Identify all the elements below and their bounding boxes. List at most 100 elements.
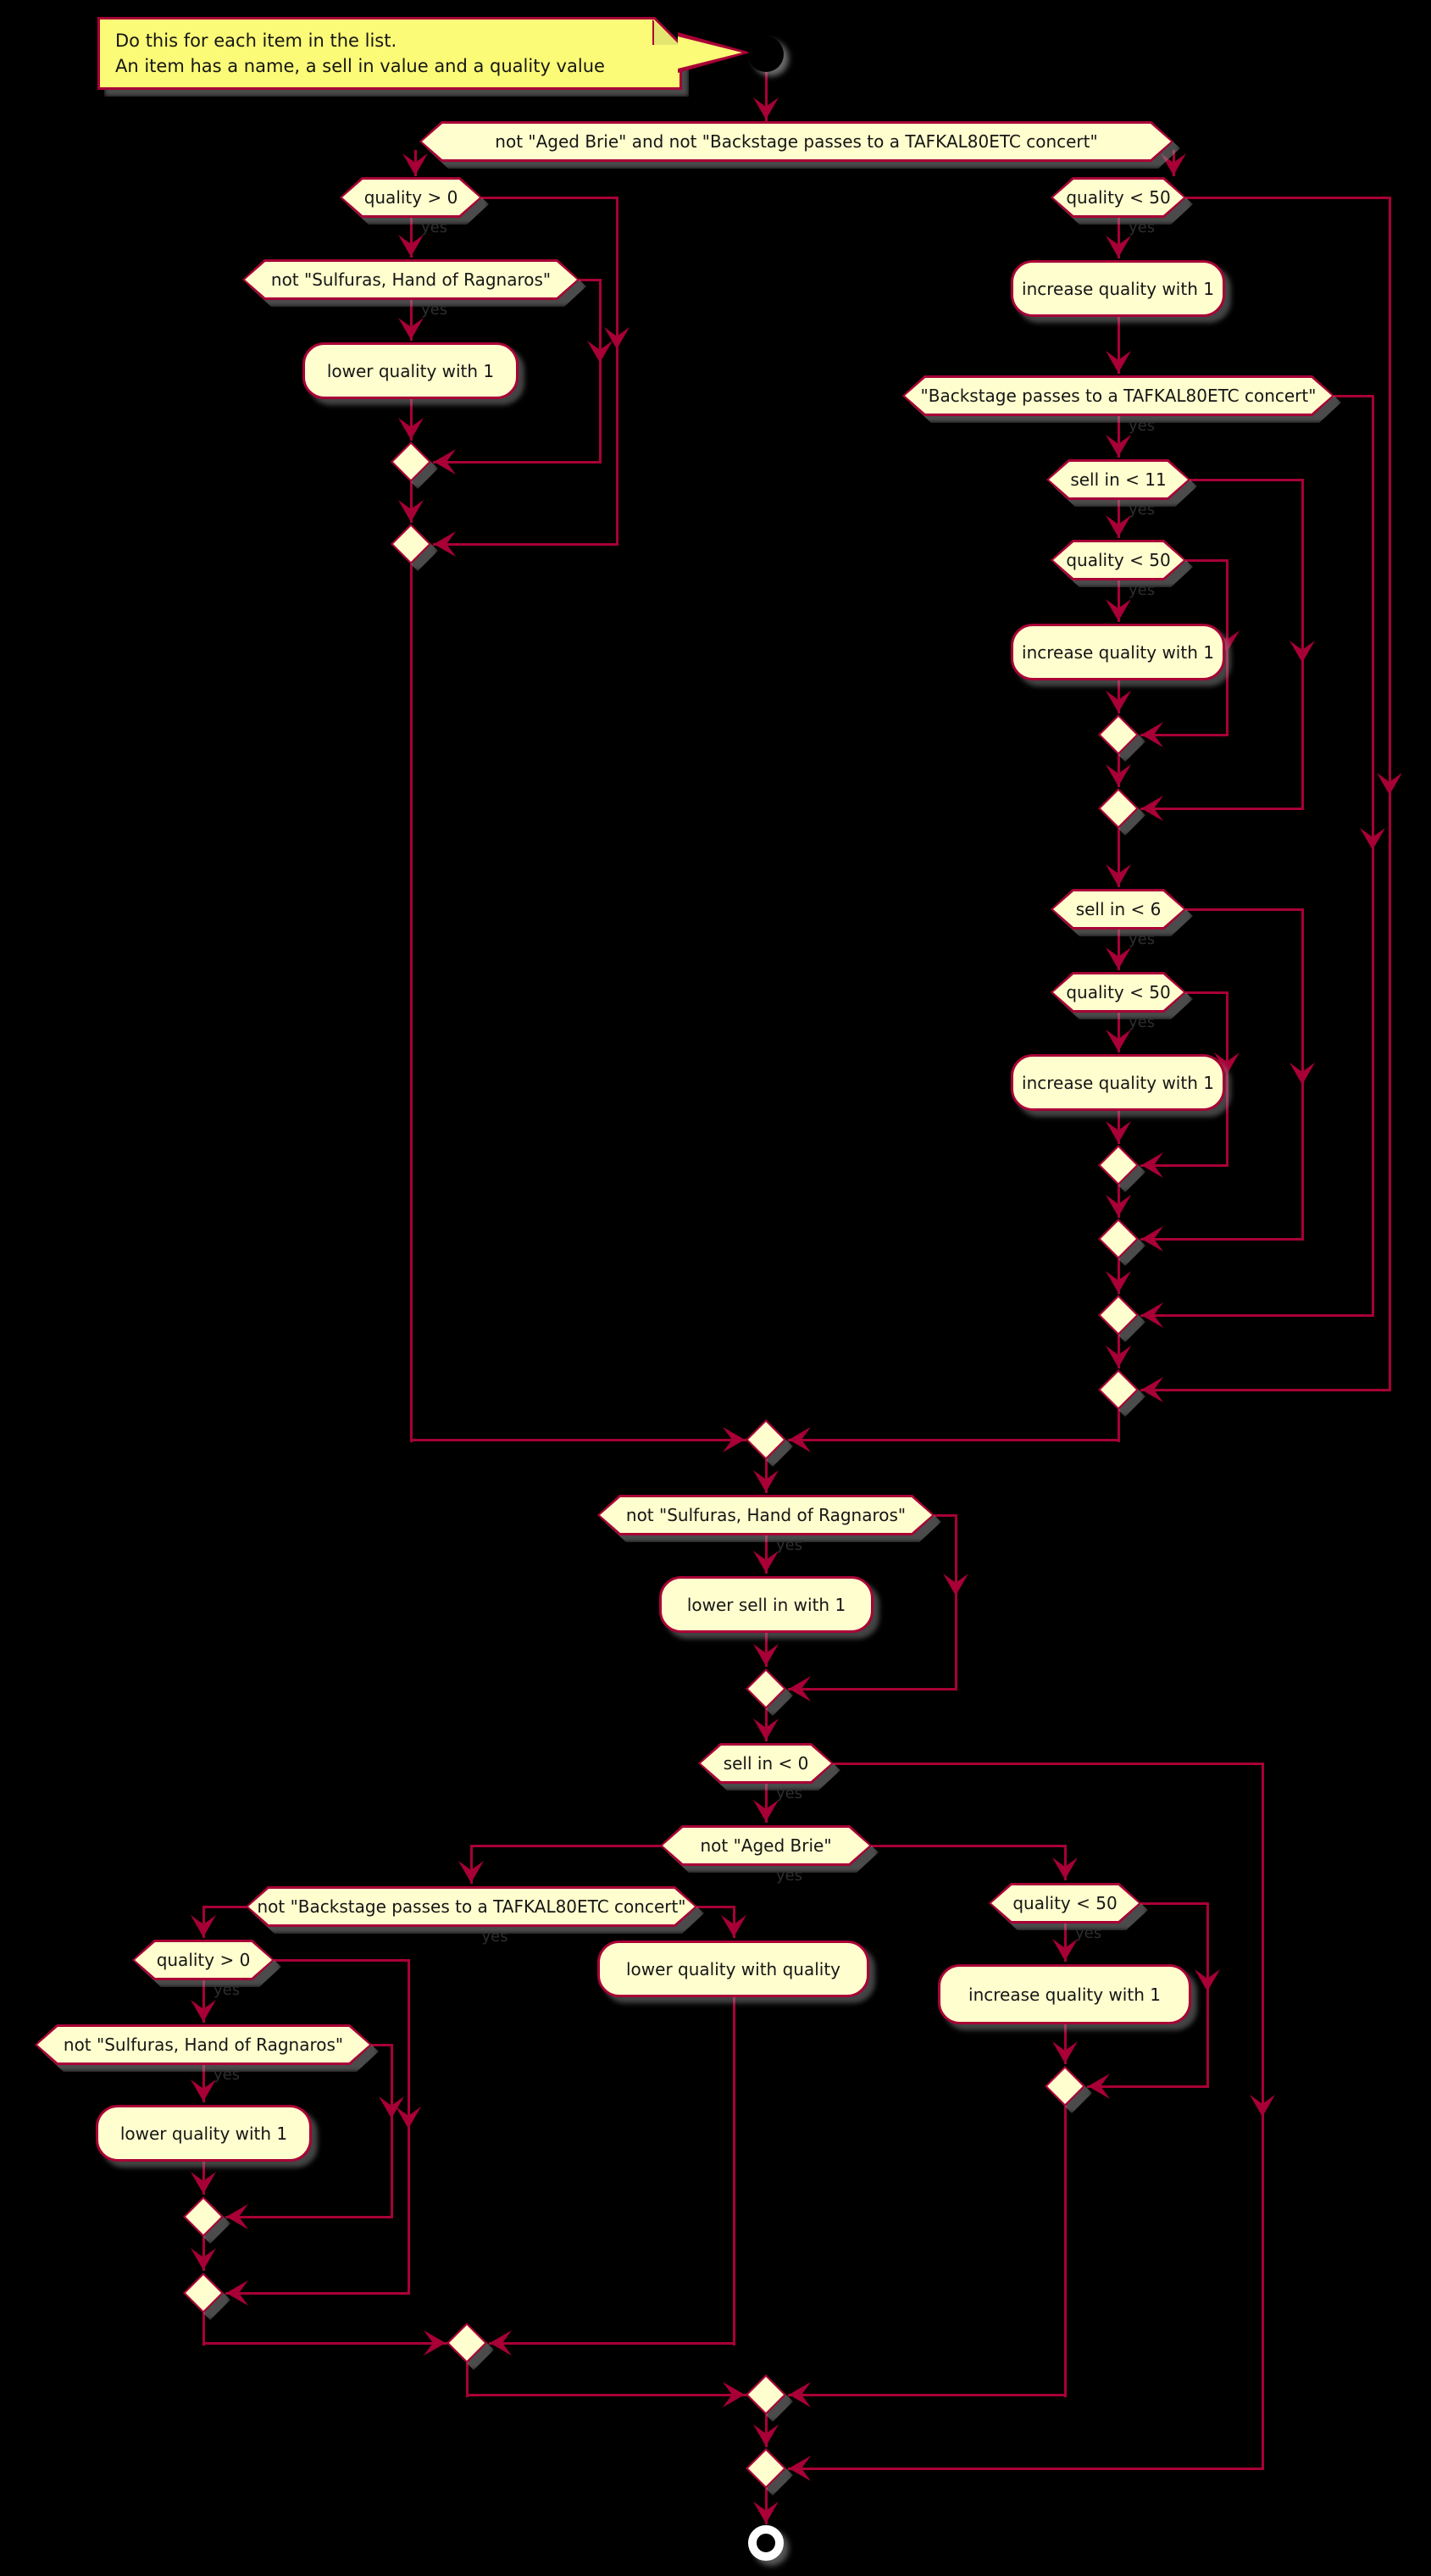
flow-line	[1140, 733, 1229, 736]
flow-line	[432, 460, 602, 464]
decision-quality-lt-50-fill: quality < 50	[1053, 180, 1184, 215]
flow-line	[1371, 394, 1374, 1317]
flow-line	[764, 1632, 768, 1667]
decision-quality-lt-50-2: quality < 50	[1051, 540, 1186, 580]
action-lower-quality-with-1: lower quality with 1	[302, 342, 519, 399]
flow-line	[1189, 478, 1304, 481]
flow-line	[225, 2215, 393, 2218]
flow-line	[432, 542, 618, 546]
merge-diamond-5	[1098, 1145, 1145, 1192]
flow-line	[1184, 558, 1229, 562]
merge-diamond-8	[1098, 1369, 1145, 1417]
flow-line	[1086, 2085, 1209, 2088]
flow-line	[954, 1513, 957, 1690]
note-body: Do this for each item in the list. An it…	[100, 19, 679, 87]
branch-label-yes: yes	[214, 2066, 241, 2084]
branch-label-yes: yes	[214, 1981, 241, 1999]
action-lower-quality-with-quality-label: lower quality with quality	[625, 1958, 841, 1979]
note-line-1: Do this for each item in the list.	[115, 31, 397, 51]
flow-line	[598, 278, 602, 464]
flow-line	[1117, 316, 1120, 374]
flow-line	[409, 562, 413, 1442]
merge-diamond-12	[1045, 2066, 1092, 2113]
decision-sell-in-lt-0-fill: sell in < 0	[701, 1746, 831, 1781]
merge-diamond-13	[446, 2323, 494, 2370]
flow-line	[933, 1513, 957, 1517]
flow-line	[1117, 579, 1120, 622]
decision-backstage-passes-label: "Backstage passes to a TAFKAL80ETC conce…	[920, 386, 1317, 406]
branch-label-yes: yes	[1129, 417, 1156, 435]
flow-line	[202, 2235, 205, 2271]
flow-line	[732, 1996, 735, 2346]
decision-quality-lt-50-4: quality < 50	[989, 1883, 1141, 1924]
decision-backstage-passes: "Backstage passes to a TAFKAL80ETC conce…	[902, 375, 1334, 416]
merge-diamond-center	[746, 1419, 793, 1467]
flow-line	[1063, 1844, 1067, 1880]
action-lower-sell-in-with-1: lower sell in with 1	[659, 1576, 874, 1633]
flow-line	[1117, 680, 1120, 713]
flow-line	[465, 2361, 469, 2397]
action-increase-quality-with-1-3-label: increase quality with 1	[1022, 1072, 1214, 1093]
decision-sell-in-lt-0-label: sell in < 0	[723, 1753, 809, 1774]
flow-line	[409, 480, 413, 523]
flow-line	[615, 196, 618, 546]
decision-quality-lt-50: quality < 50	[1051, 177, 1186, 218]
merge-diamond-15	[746, 2448, 793, 2496]
decision-sell-in-lt-11-label: sell in < 11	[1070, 469, 1167, 490]
flow-line	[787, 2393, 1067, 2396]
flow-line	[787, 1687, 957, 1690]
action-lower-quality-with-1-label: lower quality with 1	[326, 360, 495, 381]
decision-sell-in-lt-0: sell in < 0	[698, 1743, 834, 1784]
flow-line	[370, 2043, 393, 2046]
flow-line	[1117, 1257, 1120, 1294]
decision-not-sulfuras-fill: not "Sulfuras, Hand of Ragnaros"	[245, 262, 577, 297]
branch-label-yes: yes	[481, 1928, 508, 1946]
flow-line	[732, 1905, 735, 1938]
flow-line	[273, 1958, 410, 1962]
flow-line	[1117, 1110, 1120, 1144]
action-lower-quality-with-quality: lower quality with quality	[597, 1940, 869, 1997]
merge-diamond-4	[1098, 788, 1145, 836]
branch-label-yes: yes	[1129, 501, 1156, 519]
action-lower-sell-in-with-1-label: lower sell in with 1	[686, 1594, 846, 1615]
decision-sell-in-lt-11-fill: sell in < 11	[1049, 462, 1188, 497]
note: Do this for each item in the list. An it…	[97, 17, 682, 90]
decision-not-sulfuras-3: not "Sulfuras, Hand of Ragnaros"	[35, 2024, 372, 2065]
flow-line	[409, 398, 413, 441]
flow-line	[202, 1905, 205, 1938]
flow-line	[1140, 1237, 1304, 1241]
flow-line	[202, 1905, 247, 1908]
decision-not-aged-brie-and-not-backstage-label: not "Aged Brie" and not "Backstage passe…	[495, 131, 1098, 152]
decision-backstage-passes-fill: "Backstage passes to a TAFKAL80ETC conce…	[905, 378, 1332, 414]
flow-line	[1117, 1011, 1120, 1052]
flow-line	[225, 2291, 410, 2295]
flow-line	[469, 1844, 473, 1884]
decision-quality-lt-50-label: quality < 50	[1066, 187, 1171, 208]
flow-line	[764, 1533, 768, 1574]
decision-not-sulfuras-2-label: not "Sulfuras, Hand of Ragnaros"	[625, 1505, 907, 1525]
flow-line	[787, 1438, 1120, 1441]
decision-quality-lt-50-4-label: quality < 50	[1012, 1893, 1118, 1913]
merge-diamond-14	[746, 2374, 793, 2422]
action-increase-quality-with-1-label: increase quality with 1	[1022, 278, 1214, 299]
action-increase-quality-with-1-3: increase quality with 1	[1011, 1054, 1225, 1111]
flow-line	[1117, 928, 1120, 970]
merge-diamond-1	[391, 441, 438, 489]
flow-line	[409, 1438, 746, 1441]
branch-label-yes: yes	[421, 219, 448, 236]
decision-quality-lt-50-3: quality < 50	[1051, 972, 1186, 1013]
action-increase-quality-with-1-2: increase quality with 1	[1011, 624, 1225, 680]
end-node	[748, 2525, 784, 2561]
action-increase-quality-with-1-2-label: increase quality with 1	[1022, 641, 1214, 663]
flow-line	[696, 1905, 735, 1908]
action-lower-quality-with-1-2-label: lower quality with 1	[119, 2123, 288, 2144]
action-increase-quality-with-1-4-label: increase quality with 1	[968, 1984, 1161, 2005]
flow-line	[1117, 1333, 1120, 1368]
decision-sell-in-lt-6: sell in < 6	[1051, 889, 1186, 930]
flow-line	[1206, 1901, 1209, 2088]
branch-label-yes: yes	[1075, 1924, 1102, 1942]
decision-quality-gt-0-label: quality > 0	[363, 187, 458, 208]
decision-not-sulfuras-3-fill: not "Sulfuras, Hand of Ragnaros"	[37, 2027, 369, 2062]
flow-line	[1316, 394, 1374, 397]
decision-quality-lt-50-4-fill: quality < 50	[991, 1885, 1139, 1921]
